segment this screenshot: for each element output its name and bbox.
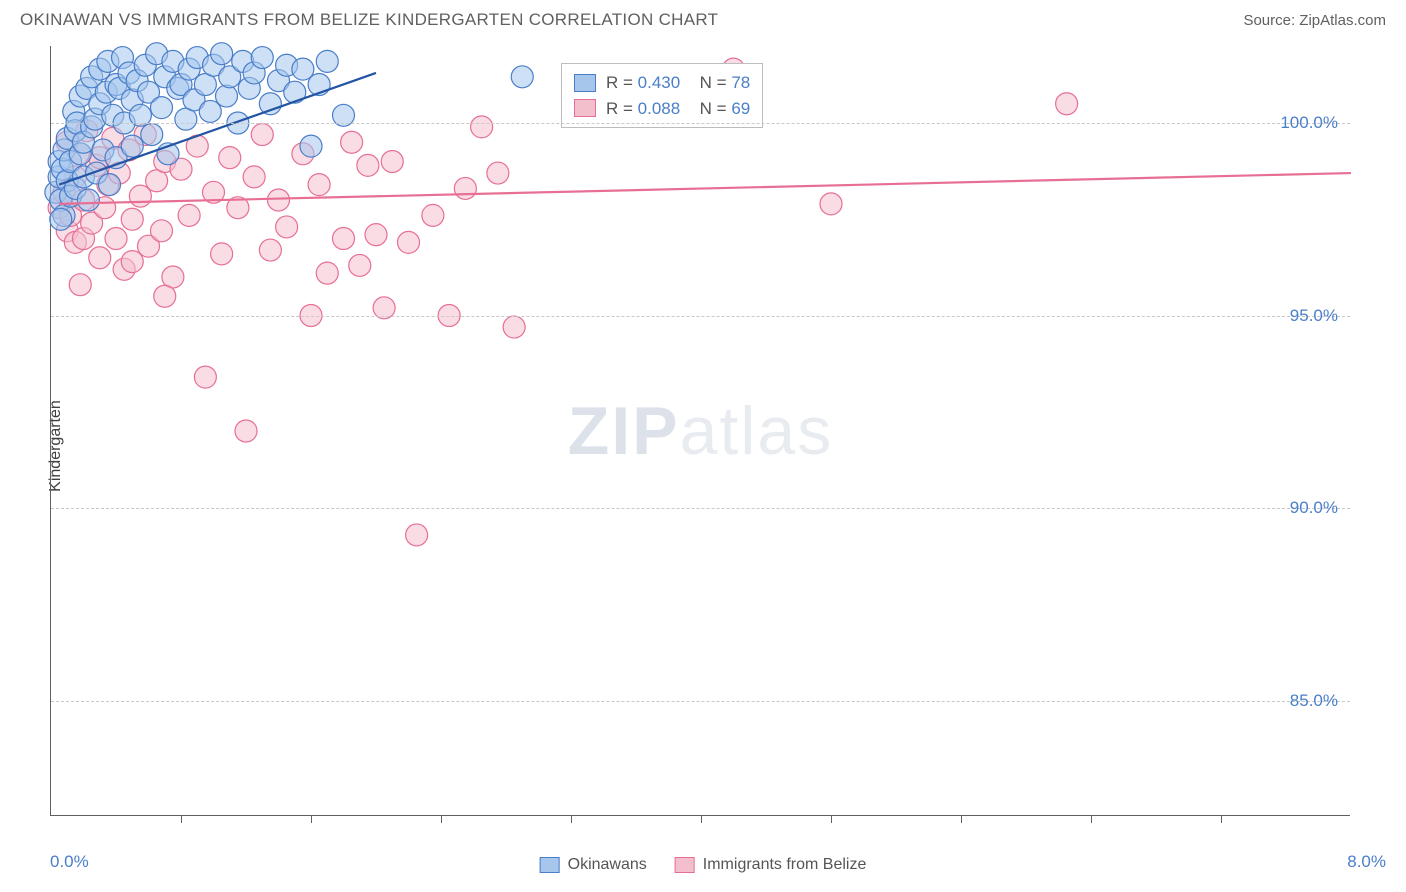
data-point [178, 204, 200, 226]
data-point [357, 154, 379, 176]
data-point [300, 135, 322, 157]
data-point [151, 97, 173, 119]
legend-label-b: Immigrants from Belize [703, 856, 867, 873]
data-point [454, 177, 476, 199]
stats-r-label-b: R = 0.088 [606, 96, 680, 122]
data-point [365, 224, 387, 246]
stats-box: R = 0.430 N = 78 R = 0.088 N = 69 [561, 63, 763, 128]
x-axis-min-label: 0.0% [50, 852, 89, 872]
data-point [99, 174, 121, 196]
data-point [308, 174, 330, 196]
stats-n-label-a: N = 78 [690, 70, 750, 96]
stats-row-a: R = 0.430 N = 78 [574, 70, 750, 96]
x-tick [701, 815, 702, 823]
data-point [211, 43, 233, 65]
data-point [349, 254, 371, 276]
legend-bottom: Okinawans Immigrants from Belize [540, 856, 867, 874]
y-tick-label: 95.0% [1290, 306, 1338, 326]
data-point [503, 316, 525, 338]
legend-swatch-b [675, 857, 695, 873]
stats-row-b: R = 0.088 N = 69 [574, 96, 750, 122]
data-point [422, 204, 444, 226]
grid-line [51, 123, 1350, 124]
data-point [341, 131, 363, 153]
data-point [121, 208, 143, 230]
data-point [487, 162, 509, 184]
x-tick [571, 815, 572, 823]
data-point [316, 262, 338, 284]
data-point [406, 524, 428, 546]
data-point [243, 166, 265, 188]
data-point [194, 366, 216, 388]
data-point [333, 228, 355, 250]
data-point [211, 243, 233, 265]
legend-item-b: Immigrants from Belize [675, 856, 867, 874]
stats-swatch-b [574, 99, 596, 117]
x-tick [1221, 815, 1222, 823]
x-tick [831, 815, 832, 823]
x-tick [961, 815, 962, 823]
data-point [381, 151, 403, 173]
x-tick [311, 815, 312, 823]
stats-swatch-a [574, 74, 596, 92]
legend-item-a: Okinawans [540, 856, 647, 874]
data-point [251, 124, 273, 146]
legend-label-a: Okinawans [568, 856, 647, 873]
y-tick-label: 85.0% [1290, 691, 1338, 711]
data-point [820, 193, 842, 215]
data-point [235, 420, 257, 442]
data-point [316, 50, 338, 72]
data-point [151, 220, 173, 242]
x-axis-max-label: 8.0% [1347, 852, 1386, 872]
data-point [50, 208, 72, 230]
plot-area: ZIPatlas R = 0.430 N = 78 R = 0.088 N = … [50, 46, 1350, 816]
grid-line [51, 701, 1350, 702]
stats-r-a: 0.430 [638, 73, 681, 92]
data-point [511, 66, 533, 88]
stats-r-b: 0.088 [638, 99, 681, 118]
data-point [105, 228, 127, 250]
data-point [121, 251, 143, 273]
data-point [259, 93, 281, 115]
y-tick-label: 90.0% [1290, 498, 1338, 518]
data-point [216, 85, 238, 107]
x-tick [1091, 815, 1092, 823]
data-point [154, 285, 176, 307]
data-point [268, 189, 290, 211]
data-point [141, 124, 163, 146]
data-point [259, 239, 281, 261]
data-point [69, 274, 91, 296]
data-point [398, 231, 420, 253]
x-tick [181, 815, 182, 823]
source-label: Source: ZipAtlas.com [1243, 12, 1386, 29]
data-point [276, 216, 298, 238]
chart-title: OKINAWAN VS IMMIGRANTS FROM BELIZE KINDE… [20, 10, 718, 30]
title-bar: OKINAWAN VS IMMIGRANTS FROM BELIZE KINDE… [0, 0, 1406, 36]
data-point [251, 47, 273, 69]
data-point [219, 147, 241, 169]
x-tick [441, 815, 442, 823]
stats-n-b: 69 [731, 99, 750, 118]
data-point [77, 189, 99, 211]
data-point [471, 116, 493, 138]
grid-line [51, 316, 1350, 317]
data-point [121, 135, 143, 157]
data-point [1056, 93, 1078, 115]
grid-line [51, 508, 1350, 509]
stats-n-a: 78 [731, 73, 750, 92]
data-point [89, 247, 111, 269]
legend-swatch-a [540, 857, 560, 873]
stats-r-label-a: R = 0.430 [606, 70, 680, 96]
y-tick-label: 100.0% [1280, 113, 1338, 133]
stats-n-label-b: N = 69 [690, 96, 750, 122]
